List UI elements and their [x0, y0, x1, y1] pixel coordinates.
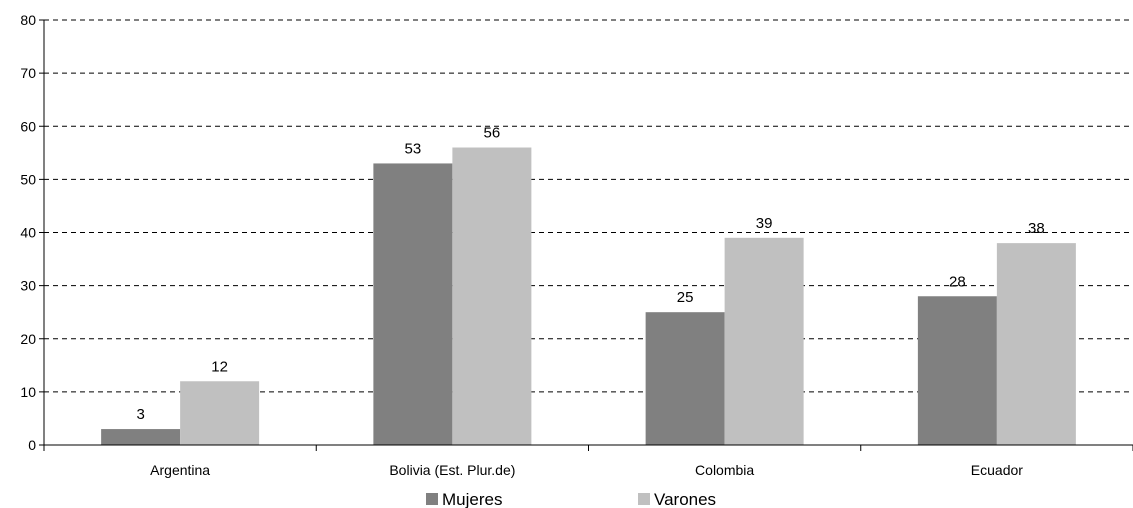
data-label-mujeres-4: 28	[949, 273, 966, 290]
data-label-mujeres-3: 25	[677, 289, 694, 306]
x-axis: Argentina Bolivia (Est. Plur.de) Colombia E…	[43, 444, 1133, 478]
x-tick-label-1: Argentina	[150, 462, 210, 478]
y-tick-label-20: 20	[20, 331, 36, 347]
y-axis: 0 10 20 30 40 50 60 70 80	[20, 12, 45, 453]
y-tick-label-80: 80	[20, 12, 36, 28]
x-tick-label-4: Ecuador	[971, 462, 1023, 478]
bars: 3 12 53 56 25 39 28 38	[101, 125, 1076, 445]
bar-mujeres-4	[917, 296, 997, 445]
legend-label-varones: Varones	[654, 490, 716, 508]
bar-mujeres-2	[373, 163, 453, 445]
y-tick-label-10: 10	[20, 384, 36, 400]
bar-varones-1	[180, 381, 260, 445]
y-tick-label-30: 30	[20, 278, 36, 294]
data-label-mujeres-2: 53	[405, 140, 422, 157]
x-tick-label-2: Bolivia (Est. Plur.de)	[389, 462, 515, 478]
bar-mujeres-3	[645, 312, 725, 445]
legend-swatch-varones	[638, 493, 650, 505]
x-tick-label-3: Colombia	[695, 462, 754, 478]
bar-varones-2	[452, 147, 532, 445]
data-label-varones-4: 38	[1028, 220, 1045, 237]
data-label-mujeres-1: 3	[136, 406, 144, 423]
data-label-varones-2: 56	[484, 125, 501, 142]
data-label-varones-1: 12	[211, 358, 228, 375]
y-tick-label-0: 0	[28, 437, 36, 453]
bar-varones-4	[996, 243, 1076, 445]
y-tick-label-70: 70	[20, 65, 36, 81]
legend-label-mujeres: Mujeres	[442, 490, 502, 508]
y-tick-label-60: 60	[20, 118, 36, 134]
legend: Mujeres Varones	[426, 490, 716, 508]
data-label-varones-3: 39	[756, 215, 773, 232]
gridlines	[44, 19, 1133, 393]
y-tick-label-50: 50	[20, 171, 36, 187]
legend-swatch-mujeres	[426, 493, 438, 505]
bar-mujeres-1	[101, 429, 181, 445]
bar-varones-3	[724, 237, 804, 445]
y-tick-label-40: 40	[20, 225, 36, 241]
